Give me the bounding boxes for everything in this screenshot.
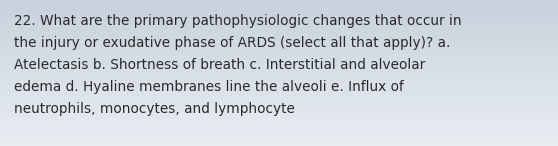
Text: 22. What are the primary pathophysiologic changes that occur in: 22. What are the primary pathophysiologi…	[14, 14, 461, 28]
Text: edema d. Hyaline membranes line the alveoli e. Influx of: edema d. Hyaline membranes line the alve…	[14, 80, 404, 94]
Text: neutrophils, monocytes, and lymphocyte: neutrophils, monocytes, and lymphocyte	[14, 102, 295, 116]
Text: the injury or exudative phase of ARDS (select all that apply)? a.: the injury or exudative phase of ARDS (s…	[14, 36, 450, 50]
Text: Atelectasis b. Shortness of breath c. Interstitial and alveolar: Atelectasis b. Shortness of breath c. In…	[14, 58, 425, 72]
